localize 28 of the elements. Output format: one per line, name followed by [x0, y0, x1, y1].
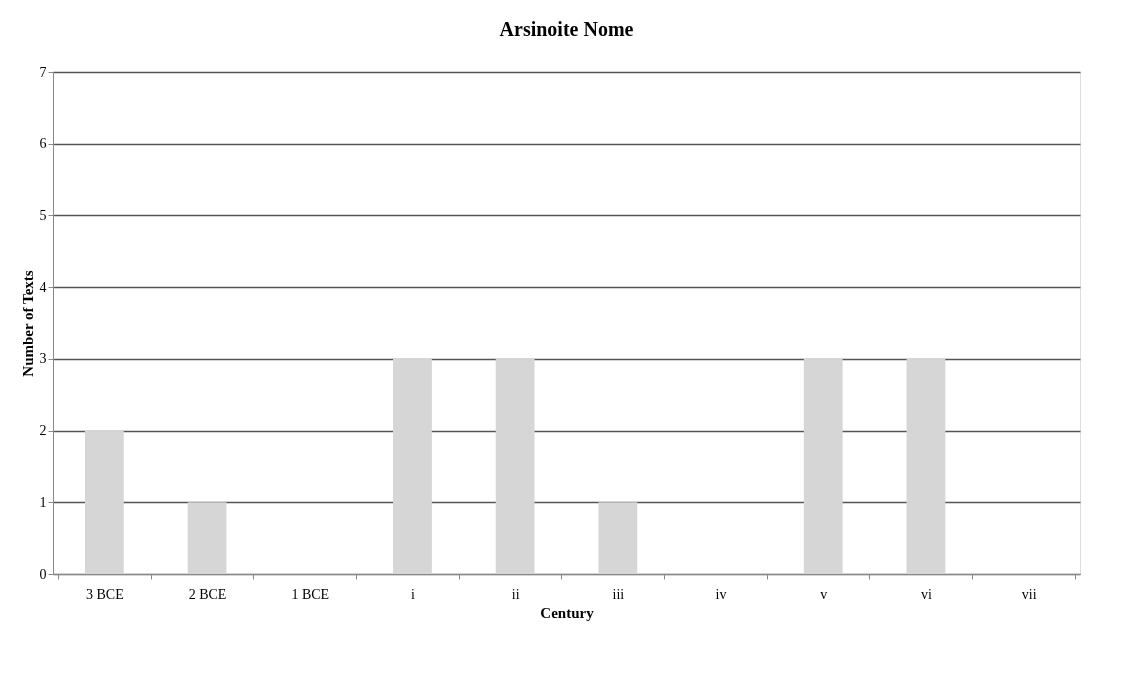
bar [187, 502, 227, 574]
bar [803, 358, 843, 574]
y-tick-label: 4 [39, 279, 47, 295]
x-tick-label: ii [511, 586, 520, 602]
x-tick-label: vi [921, 586, 932, 602]
x-tick-label: iii [612, 586, 625, 602]
x-axis-title: Century [540, 604, 595, 621]
x-tick-label: 3 BCE [85, 586, 124, 602]
x-tick-label: 2 BCE [188, 586, 227, 602]
bar [495, 358, 535, 574]
y-axis-title: Number of Texts [19, 270, 36, 377]
x-tick-label: i [411, 586, 415, 602]
x-tick-label: iv [715, 586, 727, 602]
bar [598, 502, 638, 574]
x-tick-label: v [820, 586, 828, 602]
bar [906, 358, 946, 574]
bar [393, 358, 432, 574]
y-tick-label: 6 [39, 136, 47, 152]
x-tick-label: vii [1021, 586, 1037, 602]
chart-title: Arsinoite Nome [499, 18, 634, 40]
y-tick-label: 3 [39, 351, 47, 367]
bar [84, 430, 124, 574]
y-tick-label: 0 [39, 566, 47, 582]
y-tick-label: 5 [39, 207, 47, 223]
y-tick-label: 1 [39, 494, 47, 510]
y-tick-label: 7 [39, 64, 47, 80]
x-tick-label: 1 BCE [291, 586, 330, 602]
y-tick-label: 2 [39, 423, 47, 439]
